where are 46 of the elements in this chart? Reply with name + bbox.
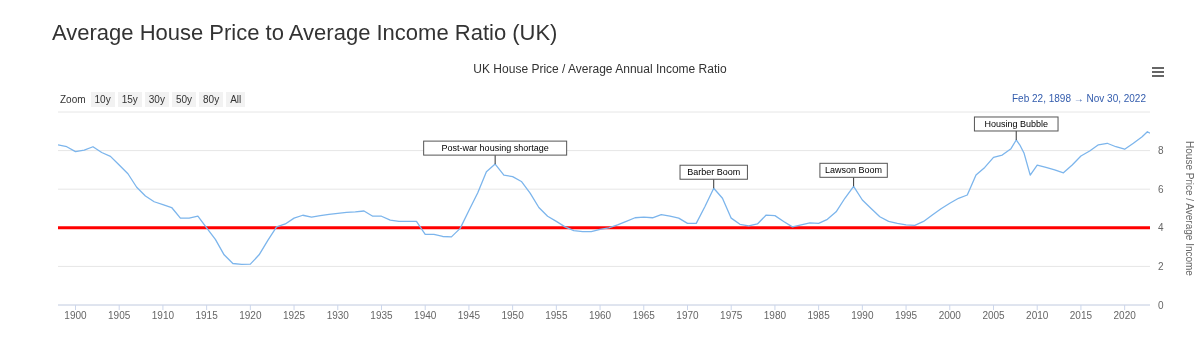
text: 80y xyxy=(199,92,224,107)
x-tick-label: 1990 xyxy=(851,310,874,322)
text: Feb 22, 1898 → Nov 30, 2022 xyxy=(1012,93,1146,104)
x-tick-label: 2000 xyxy=(938,310,962,322)
text: 15y xyxy=(117,92,142,107)
x-tick-label: 1915 xyxy=(195,310,219,322)
x-tick-label: 2015 xyxy=(1069,310,1093,322)
x-tick-label: 1965 xyxy=(632,310,656,322)
y-axis-title: House Price / Average Income xyxy=(1184,141,1196,277)
x-tick-label: 1945 xyxy=(457,310,481,322)
x-tick-label: 1905 xyxy=(108,310,131,322)
x-tick-label: 1925 xyxy=(282,310,306,322)
x-tick-label: 1935 xyxy=(370,310,394,322)
chart-title: Average House Price to Average Income Ratio (UK) xyxy=(52,20,558,46)
x-tick-label: 1975 xyxy=(720,310,743,322)
text: All xyxy=(226,92,246,107)
text: 30y xyxy=(144,92,169,107)
y-tick-label: 8 xyxy=(1158,145,1164,157)
x-tick-label: 1900 xyxy=(64,310,88,322)
x-tick-label: 1940 xyxy=(414,310,437,322)
x-tick-label: 1960 xyxy=(588,310,612,322)
y-tick-label: 0 xyxy=(1158,299,1164,311)
text: 10y xyxy=(90,92,115,107)
x-tick-label: 1955 xyxy=(545,310,568,322)
y-tick-label: 2 xyxy=(1158,260,1164,272)
annotation: Barber Boom xyxy=(687,167,741,178)
annotation: Post-war housing shortage xyxy=(441,143,549,154)
x-tick-label: 2005 xyxy=(982,310,1006,322)
annotation: Lawson Boom xyxy=(825,165,883,176)
x-tick-label: 1910 xyxy=(151,310,175,322)
x-tick-label: 1980 xyxy=(763,310,787,322)
text: 50y xyxy=(171,92,197,107)
chart-subtitle: UK House Price / Average Annual Income Ratio xyxy=(472,62,728,76)
x-tick-label: 1995 xyxy=(894,310,918,322)
annotation: Housing Bubble xyxy=(984,118,1049,129)
y-tick-label: 6 xyxy=(1158,183,1164,195)
x-tick-label: 1985 xyxy=(807,310,831,322)
x-tick-label: 1930 xyxy=(326,310,350,322)
line-series xyxy=(58,131,1150,266)
text: Zoom xyxy=(59,93,87,107)
x-tick-label: 2020 xyxy=(1113,310,1137,322)
y-tick-label: 4 xyxy=(1158,222,1164,234)
x-tick-label: 2010 xyxy=(1026,310,1049,322)
x-tick-label: 1970 xyxy=(676,310,700,322)
x-tick-label: 1920 xyxy=(239,310,262,322)
x-tick-label: 1950 xyxy=(501,310,525,322)
